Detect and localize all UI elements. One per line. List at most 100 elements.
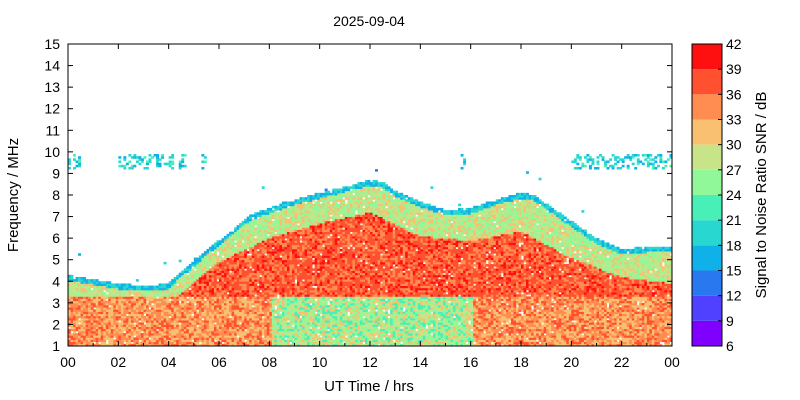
heatmap-cell — [312, 197, 316, 200]
heatmap-cell — [294, 330, 298, 334]
heatmap-cell — [140, 322, 144, 325]
heatmap-cell — [163, 305, 167, 308]
heatmap-cell — [276, 253, 280, 256]
heatmap-cell — [276, 315, 280, 319]
heatmap-cell — [138, 313, 142, 317]
heatmap-cell — [286, 220, 290, 224]
heatmap-cell — [80, 328, 84, 332]
heatmap-cell — [324, 242, 328, 246]
heatmap-cell — [68, 341, 71, 345]
heatmap-cell — [276, 223, 280, 226]
heatmap-cell — [332, 333, 336, 336]
heatmap-cell — [161, 287, 165, 291]
heatmap-cell — [264, 238, 268, 241]
heatmap-cell — [297, 281, 300, 284]
heatmap-cell — [337, 326, 341, 330]
heatmap-cell — [118, 296, 122, 299]
heatmap-cell — [208, 335, 212, 338]
heatmap-cell — [332, 270, 336, 274]
heatmap-cell — [284, 328, 288, 332]
heatmap-cell — [297, 231, 300, 235]
heatmap-cell — [297, 279, 300, 282]
heatmap-cell — [307, 210, 310, 213]
heatmap-cell — [254, 283, 258, 286]
heatmap-cell — [276, 238, 280, 241]
heatmap-cell — [198, 283, 202, 286]
heatmap-cell — [324, 214, 328, 217]
heatmap-cell — [294, 309, 298, 312]
heatmap-cell — [216, 242, 220, 246]
heatmap-cell — [153, 285, 157, 289]
heatmap-cell — [279, 279, 283, 282]
heatmap-cell — [85, 283, 89, 286]
heatmap-cell — [221, 317, 225, 321]
heatmap-cell — [279, 289, 283, 293]
heatmap-cell — [246, 292, 250, 295]
heatmap-cell — [279, 333, 283, 336]
heatmap-cell — [299, 259, 303, 263]
heatmap-cell — [203, 287, 207, 291]
heatmap-cell — [196, 283, 200, 286]
heatmap-cell — [284, 333, 288, 336]
heatmap-cell — [322, 257, 326, 261]
heatmap-cell — [259, 302, 263, 306]
heatmap-cell — [329, 339, 333, 343]
heatmap-cell — [135, 305, 139, 308]
heatmap-cell — [216, 240, 220, 243]
heatmap-cell — [221, 311, 225, 315]
heatmap-cell — [234, 343, 238, 347]
heatmap-cell — [90, 315, 94, 319]
heatmap-cell — [239, 231, 243, 235]
heatmap-cell — [171, 298, 175, 302]
heatmap-cell — [110, 294, 114, 297]
heatmap-cell — [317, 201, 321, 205]
heatmap-cell — [261, 272, 265, 276]
heatmap-cell — [274, 225, 278, 228]
heatmap-cell — [156, 287, 159, 291]
heatmap-cell — [286, 246, 290, 250]
heatmap-cell — [108, 333, 112, 336]
heatmap-cell — [83, 309, 87, 312]
heatmap-cell — [181, 324, 185, 327]
heatmap-cell — [80, 281, 84, 284]
heatmap-cell — [271, 223, 275, 226]
heatmap-cell — [286, 257, 290, 261]
heatmap-cell — [291, 315, 295, 319]
heatmap-cell — [75, 309, 79, 312]
heatmap-cell — [281, 276, 285, 280]
heatmap-cell — [70, 339, 74, 343]
heatmap-cell — [322, 201, 326, 205]
heatmap-cell — [224, 283, 227, 286]
heatmap-cell — [246, 343, 250, 347]
heatmap-cell — [93, 309, 97, 312]
heatmap-cell — [216, 246, 220, 250]
heatmap-cell — [276, 272, 280, 276]
heatmap-cell — [193, 264, 197, 267]
heatmap-cell — [183, 330, 187, 334]
heatmap-cell — [319, 210, 323, 213]
heatmap-cell — [206, 311, 210, 315]
heatmap-cell — [312, 302, 316, 306]
heatmap-cell — [108, 285, 112, 289]
heatmap-cell — [133, 305, 137, 308]
heatmap-cell — [226, 294, 230, 297]
heatmap-cell — [259, 307, 263, 310]
heatmap-cell — [105, 285, 109, 289]
heatmap-cell — [234, 261, 238, 265]
heatmap-cell — [221, 257, 225, 261]
heatmap-cell — [256, 302, 260, 306]
heatmap-cell — [276, 292, 280, 295]
heatmap-cell — [281, 235, 285, 239]
heatmap-cell — [302, 302, 305, 306]
heatmap-cell — [216, 330, 220, 334]
heatmap-cell — [284, 296, 288, 299]
heatmap-cell — [158, 322, 162, 325]
heatmap-cell — [118, 298, 122, 302]
heatmap-cell — [98, 305, 102, 308]
heatmap-cell — [128, 305, 132, 308]
heatmap-cell — [161, 339, 165, 343]
heatmap-cell — [93, 298, 97, 302]
heatmap-cell — [244, 281, 248, 284]
heatmap-cell — [256, 343, 260, 347]
heatmap-cell — [140, 326, 144, 330]
